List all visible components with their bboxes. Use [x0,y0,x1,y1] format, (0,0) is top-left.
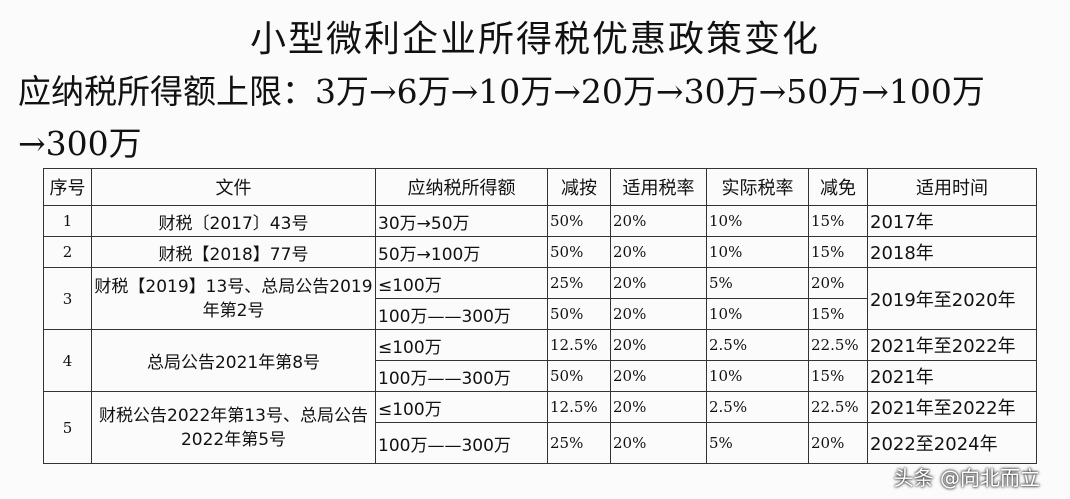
cell-time: 2021年至2022年 [867,391,1037,423]
table-row: 3 财税【2019】13号、总局公告2019年第2号 ≤100万 25% 20%… [43,267,1037,330]
cell-income: ≤100万 [375,267,548,299]
table-row: 4 总局公告2021年第8号 ≤100万 12.5% 20% 2.5% 22.5… [43,329,1037,392]
cell-time: 2019年至2020年 [867,267,1037,330]
cell-rate: 20% [610,422,707,464]
table-row: 100万——300万 50% 20% 10% 15% 2021年 [44,360,1037,392]
cell-actual: 5% [706,422,809,464]
cell-exempt: 15% [808,236,868,268]
cell-no: 1 [43,205,92,237]
cell-reduce: 12.5% [547,329,611,361]
cell-income: 100万——300万 [375,298,548,330]
cell-actual: 2.5% [706,329,809,361]
watermark: 头条 @向北而立 [893,466,1040,490]
cell-rate: 20% [610,360,707,392]
cell-reduce: 25% [547,267,611,299]
col-header-actual: 实际税率 [706,168,809,206]
table-header-row: 序号 文件 应纳税所得额 减按 适用税率 实际税率 减免 适用时间 [43,168,1037,206]
cell-exempt: 20% [808,267,868,299]
income-limit-label: 应纳税所得额上限： [18,72,315,111]
cell-no: 2 [43,236,92,268]
cell-file: 财税【2019】13号、总局公告2019年第2号 [91,267,376,330]
income-limit-line: 应纳税所得额上限：3万→6万→10万→20万→30万→50万→100万→300万 [18,66,1058,170]
cell-rate: 20% [610,391,707,423]
cell-income: 30万→50万 [375,205,548,237]
table-row: 100万——300万 50% 20% 10% 15% [44,298,1037,330]
cell-income: 50万→100万 [375,236,548,268]
cell-exempt: 20% [808,422,868,464]
income-limit-value: 3万→6万→10万→20万→30万→50万→100万→300万 [18,72,985,163]
col-header-file: 文件 [91,168,376,206]
cell-file: 总局公告2021年第8号 [91,329,376,392]
cell-time: 2022至2024年 [867,422,1037,464]
col-header-income: 应纳税所得额 [375,168,548,206]
cell-actual: 10% [706,205,809,237]
cell-reduce: 50% [547,205,611,237]
cell-reduce: 50% [547,236,611,268]
cell-time: 2021年至2022年 [867,329,1037,361]
cell-income: ≤100万 [375,391,548,423]
cell-no: 3 [43,267,92,330]
col-header-rate: 适用税率 [610,168,707,206]
cell-income: ≤100万 [375,329,548,361]
cell-income: 100万——300万 [375,360,548,392]
cell-rate: 20% [610,298,707,330]
page-title: 小型微利企业所得税优惠政策变化 [249,19,820,60]
cell-time: 2021年 [867,360,1037,392]
cell-exempt: 15% [808,360,868,392]
cell-actual: 10% [706,360,809,392]
table-row: 5 财税公告2022年第13号、总局公告2022年第5号 ≤100万 12.5%… [43,391,1037,464]
cell-no: 4 [43,329,92,392]
cell-reduce: 12.5% [547,391,611,423]
cell-file: 财税【2018】77号 [91,236,376,268]
cell-rate: 20% [610,236,707,268]
cell-rate: 20% [610,329,707,361]
cell-time: 2018年 [867,236,1037,268]
cell-file: 财税〔2017〕43号 [91,205,376,237]
col-header-time: 适用时间 [867,168,1037,206]
cell-rate: 20% [610,267,707,299]
cell-actual: 2.5% [706,391,809,423]
table-row: 100万——300万 25% 20% 5% 20% 2022至2024年 [44,422,1037,464]
cell-rate: 20% [610,205,707,237]
cell-no: 5 [43,391,92,464]
cell-time: 2017年 [867,205,1037,237]
table-row: 2 财税【2018】77号 50万→100万 50% 20% 10% 15% 2… [43,236,1037,268]
cell-actual: 10% [706,298,809,330]
cell-reduce: 25% [547,422,611,464]
cell-reduce: 50% [547,360,611,392]
cell-exempt: 15% [808,205,868,237]
col-header-reduce: 减按 [547,168,611,206]
cell-reduce: 50% [547,298,611,330]
table-row: 1 财税〔2017〕43号 30万→50万 50% 20% 10% 15% 20… [43,205,1037,237]
cell-exempt: 15% [808,298,868,330]
cell-exempt: 22.5% [808,329,868,361]
col-header-exempt: 减免 [808,168,868,206]
col-header-no: 序号 [43,168,92,206]
cell-file: 财税公告2022年第13号、总局公告2022年第5号 [91,391,376,464]
policy-table: 序号 文件 应纳税所得额 减按 适用税率 实际税率 减免 适用时间 1 财税〔2… [43,168,1037,464]
cell-actual: 5% [706,267,809,299]
cell-exempt: 22.5% [808,391,868,423]
cell-actual: 10% [706,236,809,268]
cell-income: 100万——300万 [375,422,548,464]
